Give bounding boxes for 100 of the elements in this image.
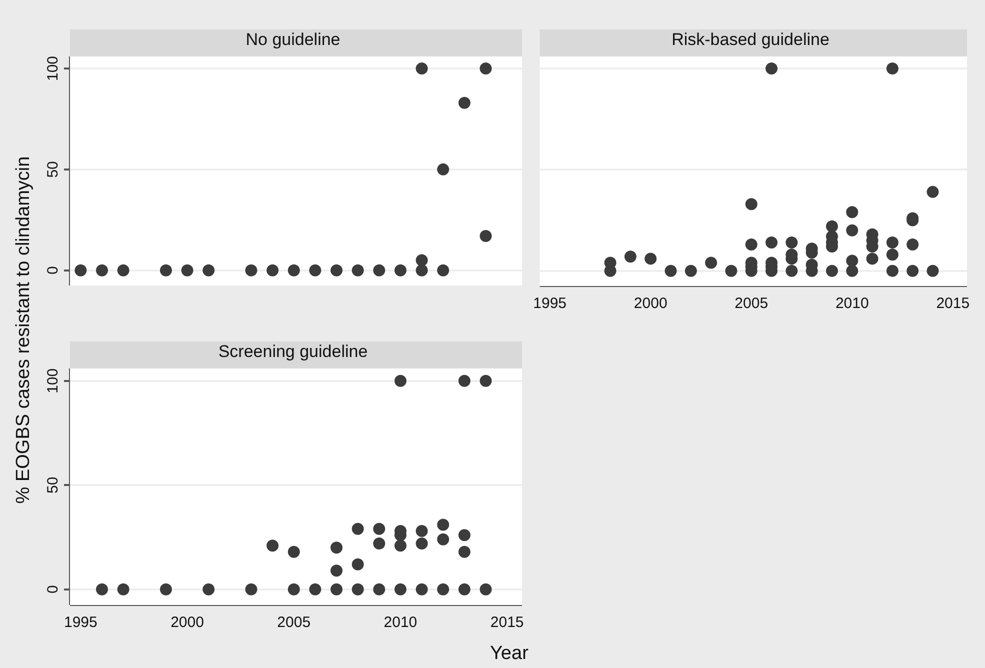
point (480, 230, 492, 242)
point (458, 374, 470, 387)
point (906, 264, 919, 277)
chart-title: No guideline (246, 30, 340, 49)
point (394, 583, 406, 596)
point (373, 538, 386, 550)
point (394, 540, 406, 552)
point (416, 583, 428, 596)
point (926, 186, 939, 198)
point (288, 264, 300, 276)
point (458, 529, 470, 542)
x-tick-label: 2000 (170, 614, 204, 632)
point (352, 522, 364, 535)
point (416, 62, 428, 75)
point (745, 198, 758, 210)
point (416, 524, 428, 537)
point (96, 264, 108, 276)
point (705, 256, 718, 269)
point (480, 374, 492, 387)
point (309, 583, 322, 596)
point (458, 96, 470, 109)
chart-title: Screening guideline (218, 342, 368, 361)
x-tick-label: 1995 (533, 295, 567, 312)
point (866, 252, 878, 265)
point (330, 542, 343, 554)
point (846, 206, 858, 218)
x-tick-label: 2000 (634, 295, 668, 312)
point (202, 264, 215, 276)
point (480, 62, 492, 75)
point (288, 583, 300, 596)
point (117, 583, 130, 596)
point (437, 533, 450, 546)
point (886, 62, 898, 75)
point (117, 264, 130, 276)
point (826, 264, 838, 277)
x-tick-label: 1995 (64, 614, 98, 632)
point (160, 583, 172, 596)
point (480, 583, 492, 596)
point (416, 538, 428, 550)
point (437, 264, 450, 276)
point (786, 264, 798, 277)
point (725, 264, 738, 277)
point (266, 264, 279, 276)
point (394, 374, 406, 387)
y-tick-label: 50 (44, 476, 62, 494)
y-tick-label: 100 (44, 368, 62, 394)
point (202, 583, 215, 596)
point (684, 264, 697, 277)
point (160, 264, 172, 276)
point (416, 264, 428, 276)
point (245, 583, 258, 596)
point (288, 546, 300, 558)
point (766, 236, 778, 249)
point (245, 264, 258, 276)
x-axis-title: Year (490, 643, 528, 665)
point (458, 583, 470, 596)
chart-title: Risk-based guideline (672, 30, 830, 49)
point (786, 236, 798, 249)
point (330, 583, 343, 596)
x-tick-label: 2005 (734, 295, 768, 312)
point (886, 248, 898, 261)
point (644, 252, 657, 265)
point (826, 220, 838, 232)
point (437, 583, 450, 596)
y-tick-label: 0 (44, 585, 62, 594)
point (330, 564, 343, 577)
point (437, 518, 450, 531)
point (373, 522, 386, 535)
point (745, 238, 758, 251)
y-tick-label: 50 (44, 161, 62, 178)
x-tick-label: 2010 (835, 295, 869, 312)
point (437, 163, 450, 176)
x-tick-label: 2010 (384, 614, 418, 632)
point (926, 264, 939, 277)
point (266, 540, 279, 552)
point (906, 238, 919, 251)
point (352, 558, 364, 570)
point (766, 62, 778, 75)
y-tick-label: 100 (44, 56, 62, 82)
point (96, 583, 108, 596)
point (664, 264, 677, 277)
point (846, 254, 858, 267)
point (181, 264, 194, 276)
x-tick-label: 2015 (490, 614, 524, 632)
point (624, 250, 636, 263)
point (458, 546, 470, 558)
point (886, 236, 898, 249)
point (309, 264, 322, 276)
point (352, 264, 364, 276)
point (330, 264, 343, 276)
point (846, 264, 858, 277)
x-tick-label: 2005 (277, 614, 311, 632)
y-tick-label: 0 (44, 266, 62, 275)
point (394, 264, 406, 276)
x-tick-label: 2015 (936, 295, 970, 312)
point (352, 583, 364, 596)
y-axis-title: % EOGBS cases resistant to clindamycin (13, 156, 35, 504)
point (373, 583, 386, 596)
point (416, 254, 428, 266)
point (886, 264, 898, 277)
